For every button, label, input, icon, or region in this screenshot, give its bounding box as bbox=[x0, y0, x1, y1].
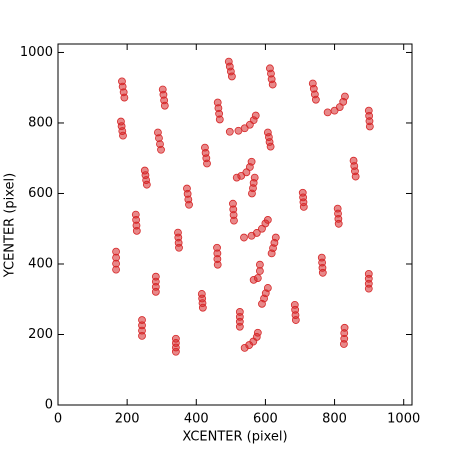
point bbox=[171, 347, 180, 356]
point bbox=[339, 340, 348, 348]
x-tick-label: 200 bbox=[115, 412, 140, 427]
point bbox=[248, 189, 256, 198]
point bbox=[112, 265, 120, 274]
point bbox=[252, 229, 261, 237]
point bbox=[119, 131, 127, 140]
point bbox=[268, 80, 277, 89]
point bbox=[175, 243, 183, 252]
point bbox=[215, 115, 224, 124]
point bbox=[227, 72, 236, 81]
point bbox=[266, 142, 275, 151]
point bbox=[160, 101, 169, 110]
point bbox=[247, 157, 256, 166]
point bbox=[230, 216, 238, 225]
point bbox=[311, 95, 320, 104]
point bbox=[323, 108, 332, 117]
point bbox=[138, 332, 146, 340]
point bbox=[253, 274, 262, 282]
point bbox=[258, 299, 266, 308]
point bbox=[365, 122, 374, 131]
y-tick-label: 400 bbox=[28, 256, 53, 271]
x-tick-label: 600 bbox=[253, 412, 278, 427]
point bbox=[240, 233, 248, 242]
y-axis-label: YCENTER (pixel) bbox=[3, 173, 18, 278]
point bbox=[299, 202, 308, 211]
point bbox=[364, 284, 373, 293]
point bbox=[253, 328, 262, 337]
point bbox=[198, 303, 207, 312]
point bbox=[185, 200, 193, 209]
x-tick-label: 0 bbox=[54, 412, 62, 427]
y-tick-label: 0 bbox=[45, 398, 53, 413]
plot-frame bbox=[57, 43, 413, 406]
point bbox=[213, 260, 222, 269]
point bbox=[267, 249, 276, 258]
point bbox=[132, 226, 141, 235]
y-tick-label: 200 bbox=[28, 327, 53, 342]
point bbox=[318, 268, 327, 277]
y-tick-label: 1000 bbox=[20, 45, 53, 60]
point bbox=[203, 159, 211, 168]
point bbox=[235, 322, 244, 331]
point bbox=[225, 127, 234, 136]
point bbox=[351, 172, 360, 181]
point bbox=[120, 93, 129, 102]
x-tick-label: 400 bbox=[184, 412, 209, 427]
point bbox=[151, 287, 160, 296]
x-axis-label: XCENTER (pixel) bbox=[182, 430, 287, 445]
point bbox=[157, 145, 165, 154]
point bbox=[291, 316, 300, 324]
y-tick-label: 800 bbox=[28, 115, 53, 130]
x-tick-label: 1000 bbox=[387, 412, 420, 427]
point bbox=[142, 180, 151, 189]
y-tick-label: 600 bbox=[28, 186, 53, 201]
point bbox=[255, 260, 264, 269]
point bbox=[334, 219, 343, 228]
point bbox=[341, 92, 349, 101]
point bbox=[263, 216, 272, 224]
point bbox=[251, 111, 260, 120]
x-tick-label: 800 bbox=[322, 412, 347, 427]
